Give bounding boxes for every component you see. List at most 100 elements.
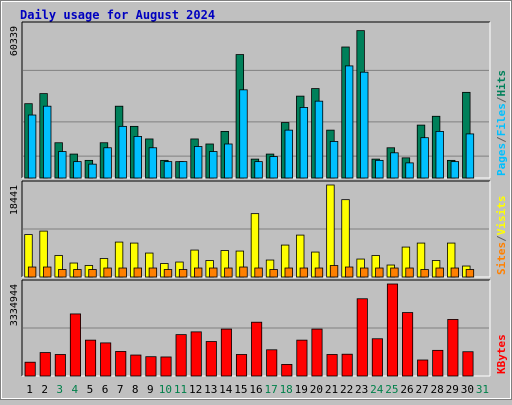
bar-sites xyxy=(58,269,67,278)
bar-files xyxy=(103,147,112,179)
bar-files xyxy=(88,163,97,179)
bar-sites xyxy=(450,267,459,278)
x-tick-label: 7 xyxy=(117,383,124,396)
bar-sites xyxy=(435,267,444,278)
bar-sites xyxy=(420,269,429,278)
bar-kbytes xyxy=(251,321,263,377)
bar-kbytes xyxy=(447,319,459,377)
bar-kbytes xyxy=(69,313,81,377)
bar-files xyxy=(163,161,173,179)
bar-sites xyxy=(360,267,369,278)
legend-entry: Pages xyxy=(495,143,508,176)
bar-files xyxy=(375,159,384,179)
bar-kbytes xyxy=(54,354,66,377)
x-tick-label: 31 xyxy=(476,383,489,396)
x-tick-label: 15 xyxy=(234,383,247,396)
bar-sites xyxy=(194,267,203,278)
bar-kbytes xyxy=(39,352,51,377)
bar-kbytes xyxy=(190,331,202,377)
x-tick-label: 17 xyxy=(264,383,277,396)
bar-files xyxy=(118,125,127,179)
x-tick-label: 8 xyxy=(132,383,139,396)
bar-kbytes xyxy=(100,342,112,377)
bar-files xyxy=(360,71,369,179)
bar-files xyxy=(314,100,324,179)
bar-sites xyxy=(254,267,263,278)
bar-kbytes xyxy=(326,354,338,377)
panel-kbytes: 3334944 KBytes xyxy=(9,279,508,377)
x-tick-label: 26 xyxy=(400,383,413,396)
legend-entry: Sites xyxy=(495,242,508,275)
x-tick-label: 29 xyxy=(446,383,459,396)
bar-sites xyxy=(148,267,158,278)
bar-sites xyxy=(133,267,142,278)
bar-sites xyxy=(178,269,188,278)
bar-files xyxy=(329,141,339,179)
bar-kbytes xyxy=(281,364,293,377)
y-max-label: 3334944 xyxy=(9,284,20,326)
chart-panels: 60339Pages/Files/Hits18441Sites/Visits33… xyxy=(9,21,508,377)
bar-kbytes xyxy=(417,359,429,377)
bar-kbytes xyxy=(341,353,353,377)
bar-files xyxy=(178,161,188,179)
bar-visits xyxy=(341,199,350,278)
x-tick-label: 28 xyxy=(431,383,444,396)
bar-sites xyxy=(405,267,414,278)
x-tick-label: 11 xyxy=(174,383,187,396)
bar-files xyxy=(420,137,429,179)
bar-visits xyxy=(326,184,335,278)
bar-kbytes xyxy=(402,312,414,377)
x-tick-label: 1 xyxy=(26,383,33,396)
bar-kbytes xyxy=(296,339,308,377)
bar-sites xyxy=(103,267,112,278)
legend: Pages/Files/Hits xyxy=(495,70,508,176)
bar-kbytes xyxy=(220,328,232,377)
bar-files xyxy=(224,143,233,179)
y-max-label: 18441 xyxy=(9,185,20,215)
bar-files xyxy=(465,133,475,179)
x-tick-label: 27 xyxy=(415,383,428,396)
chart-border-inner xyxy=(1,1,511,399)
bar-kbytes xyxy=(432,349,444,377)
bar-sites xyxy=(314,267,324,278)
bar-files xyxy=(27,114,37,179)
bar-visits xyxy=(250,213,260,278)
legend: KBytes xyxy=(495,334,508,374)
x-tick-label: 30 xyxy=(461,383,474,396)
x-tick-label: 19 xyxy=(295,383,308,396)
bar-files xyxy=(73,161,82,179)
bar-files xyxy=(344,65,354,179)
x-axis-labels: 1 2 3 4 5 6 7 8 9 10 11 12 13 14 15 16 17 18 19 20 21 22 23 24 2… xyxy=(26,383,489,396)
bar-kbytes xyxy=(145,356,157,377)
bar-sites xyxy=(299,267,309,278)
legend: Sites/Visits xyxy=(495,196,508,276)
legend-entry: / xyxy=(495,96,508,103)
legend-entry: Hits xyxy=(495,70,508,97)
bar-files xyxy=(133,136,142,179)
x-tick-label: 9 xyxy=(147,383,154,396)
x-tick-label: 5 xyxy=(87,383,94,396)
bar-kbytes xyxy=(371,338,383,377)
bar-files xyxy=(43,105,52,179)
bar-kbytes xyxy=(266,349,278,377)
bar-kbytes xyxy=(235,354,248,377)
bar-sites xyxy=(465,269,475,278)
x-tick-label: 24 xyxy=(370,383,384,396)
bar-files xyxy=(148,147,158,179)
x-tick-label: 6 xyxy=(102,383,109,396)
x-tick-label: 4 xyxy=(72,383,79,396)
x-tick-label: 2 xyxy=(41,383,48,396)
x-tick-label: 13 xyxy=(204,383,217,396)
bar-kbytes xyxy=(160,356,172,377)
bar-kbytes xyxy=(115,351,127,377)
bar-files xyxy=(390,152,399,179)
bar-files xyxy=(299,107,309,179)
legend-entry: / xyxy=(495,136,508,143)
bar-sites xyxy=(224,267,233,278)
bar-kbytes xyxy=(356,298,368,377)
legend-entry: Files xyxy=(495,103,508,136)
y-max-label: 60339 xyxy=(9,26,20,56)
